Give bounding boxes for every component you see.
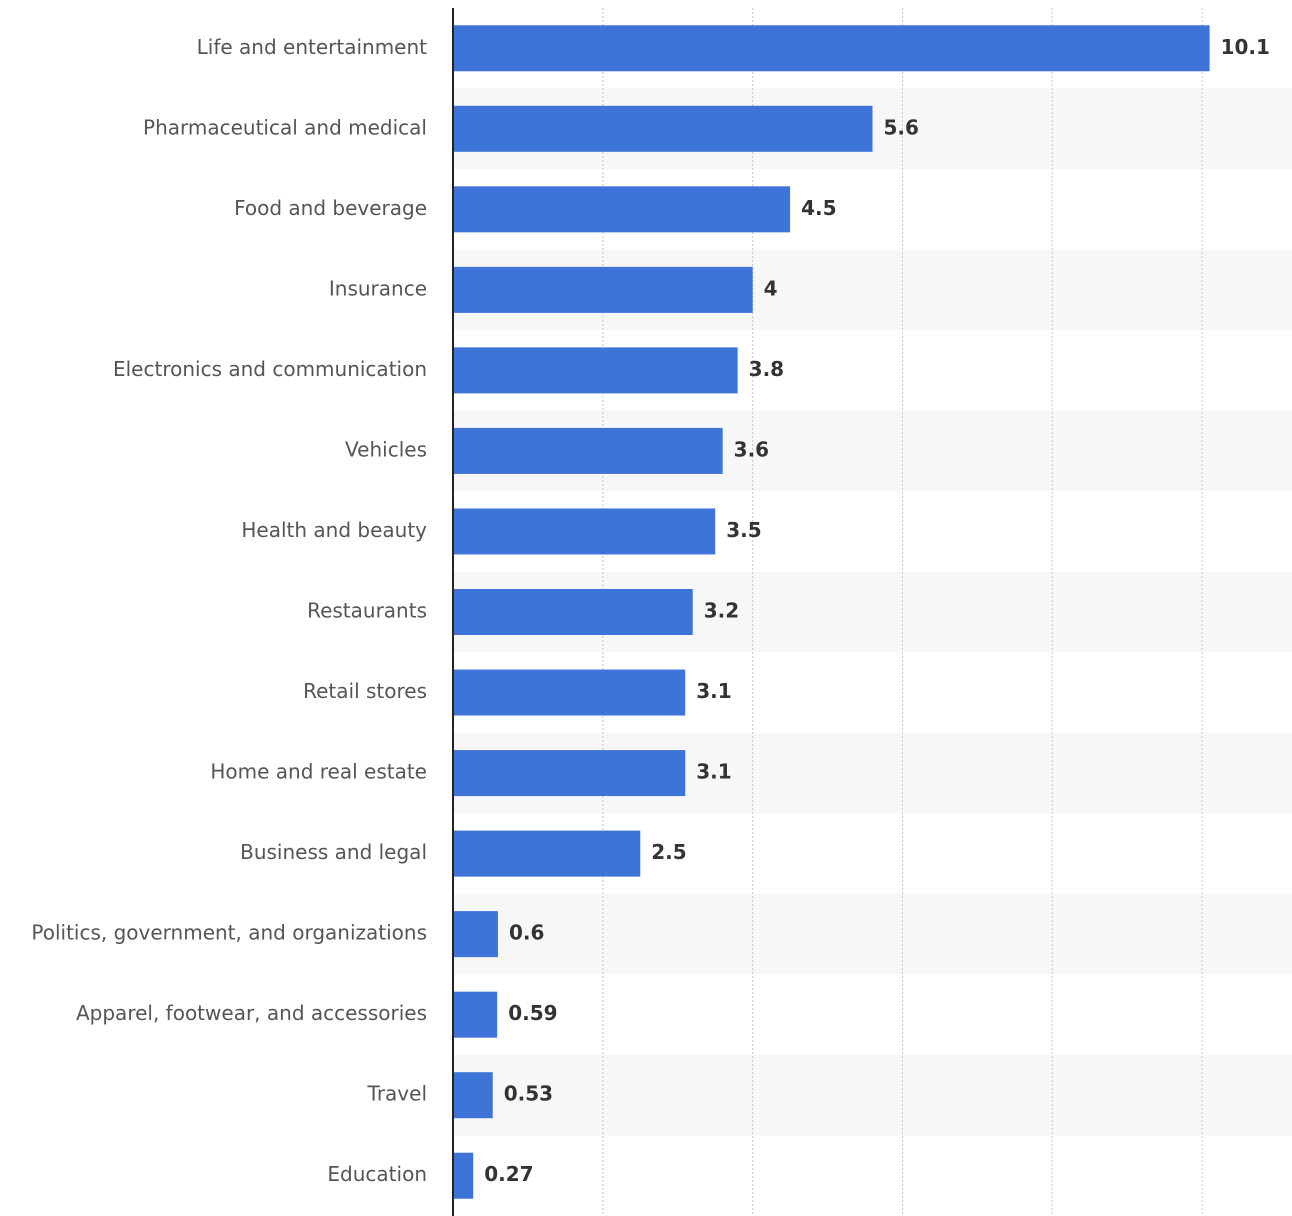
category-label: Home and real estate bbox=[210, 760, 427, 784]
bar bbox=[453, 186, 791, 233]
bar bbox=[453, 830, 641, 877]
bar bbox=[453, 1152, 474, 1199]
category-label: Vehicles bbox=[345, 437, 427, 461]
value-label: 3.1 bbox=[696, 760, 731, 784]
value-label: 4.5 bbox=[801, 196, 836, 220]
bar bbox=[453, 1072, 493, 1119]
category-label: Life and entertainment bbox=[197, 35, 428, 59]
value-label: 5.6 bbox=[884, 115, 919, 139]
value-label: 0.27 bbox=[484, 1162, 533, 1186]
category-label: Travel bbox=[367, 1082, 427, 1106]
category-label: Restaurants bbox=[307, 599, 427, 623]
row-band bbox=[453, 893, 1292, 975]
row-band bbox=[453, 1054, 1292, 1136]
value-label: 3.6 bbox=[734, 437, 769, 461]
category-label: Electronics and communication bbox=[113, 357, 427, 381]
value-label: 3.5 bbox=[726, 518, 761, 542]
bar bbox=[453, 105, 873, 152]
bar bbox=[453, 589, 693, 635]
bar bbox=[453, 911, 498, 958]
category-label: Health and beauty bbox=[241, 518, 427, 542]
bar bbox=[453, 347, 738, 394]
bar bbox=[453, 508, 716, 555]
category-label: Pharmaceutical and medical bbox=[143, 115, 427, 139]
value-label: 0.6 bbox=[509, 921, 544, 945]
value-label: 3.1 bbox=[696, 679, 731, 703]
category-label: Education bbox=[327, 1162, 427, 1186]
category-label: Retail stores bbox=[303, 679, 427, 703]
bar bbox=[453, 266, 753, 313]
category-label: Politics, government, and organizations bbox=[31, 921, 427, 945]
bar bbox=[453, 669, 686, 716]
bar bbox=[453, 750, 686, 797]
value-label: 4 bbox=[764, 276, 778, 300]
category-label: Apparel, footwear, and accessories bbox=[76, 1001, 427, 1025]
category-label: Business and legal bbox=[240, 840, 427, 864]
bar bbox=[453, 25, 1210, 72]
category-label: Insurance bbox=[329, 276, 427, 300]
value-label: 3.2 bbox=[704, 599, 739, 623]
bar bbox=[453, 991, 498, 1038]
value-label: 2.5 bbox=[651, 840, 686, 864]
value-label: 0.59 bbox=[508, 1001, 557, 1025]
value-label: 10.1 bbox=[1221, 35, 1270, 59]
value-label: 3.8 bbox=[749, 357, 784, 381]
value-label: 0.53 bbox=[504, 1082, 553, 1106]
bar bbox=[453, 427, 723, 474]
category-label: Food and beverage bbox=[234, 196, 427, 220]
